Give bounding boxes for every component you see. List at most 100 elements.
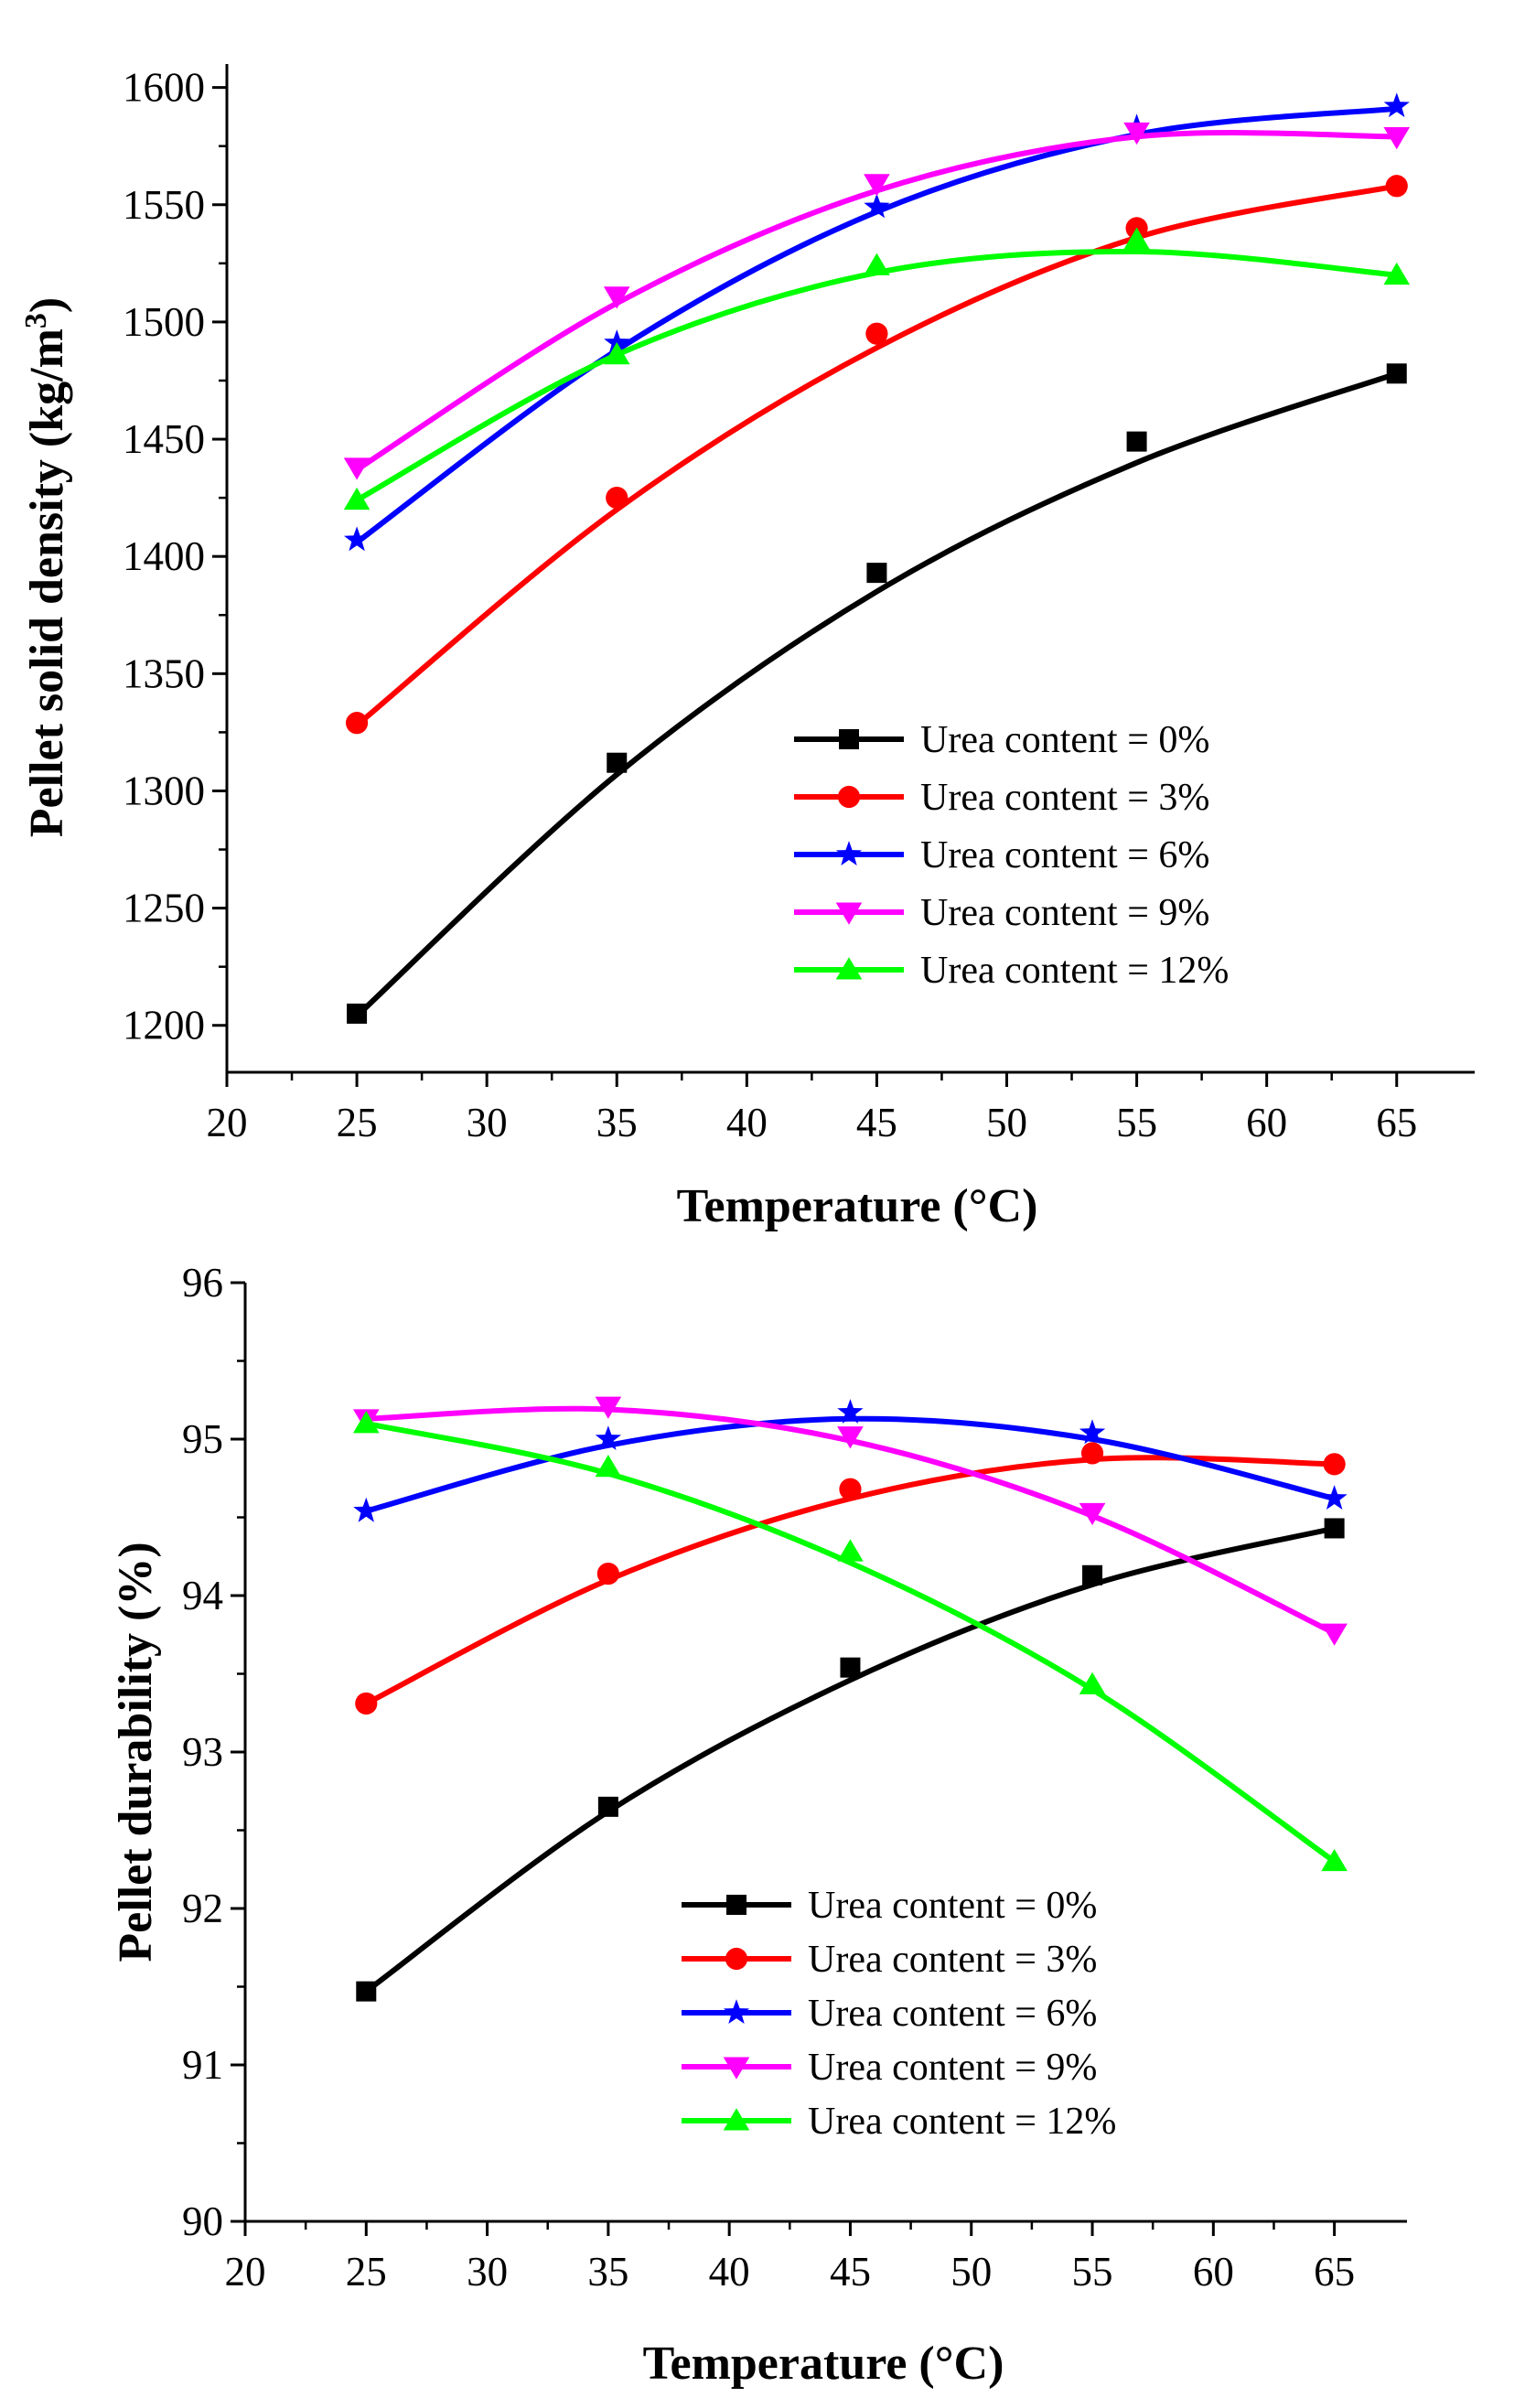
durability-legend-label: Urea content = 9%: [808, 2047, 1097, 2089]
durability-x-tick-label: 20: [225, 2249, 266, 2295]
durability-data-point: [837, 1539, 864, 1562]
density-series-line-4: [355, 248, 1398, 503]
durability-data-point: [352, 1411, 380, 1434]
durability-x-tick-label: 40: [709, 2249, 750, 2295]
density-y-tick-label: 1350: [123, 650, 205, 696]
density-legend-marker: [835, 841, 863, 865]
density-legend-item-2: Urea content = 6%: [794, 834, 1209, 876]
density-data-point: [864, 193, 890, 219]
density-y-tick-label: 1200: [123, 1003, 205, 1048]
density-y-tick-label: 1400: [123, 533, 205, 579]
density-legend-item-1: Urea content = 3%: [794, 777, 1209, 819]
durability-legend-marker: [725, 1947, 748, 1971]
durability-y-tick-label: 95: [182, 1416, 223, 1462]
density-y-tick-label: 1250: [123, 886, 205, 931]
density-x-tick-label: 35: [596, 1100, 638, 1145]
durability-legend-marker: [726, 1895, 746, 1915]
durability-data-point: [597, 1796, 618, 1817]
density-legend-marker: [835, 902, 863, 925]
density-data-point: [345, 712, 369, 735]
durability-x-tick-label: 35: [587, 2249, 628, 2295]
density-y-tick-label: 1600: [123, 65, 205, 111]
density-data-point: [603, 342, 630, 365]
durability-data-point: [595, 1425, 621, 1450]
density-series-0: [347, 363, 1407, 1024]
durability-data-point: [1321, 1848, 1348, 1872]
density-x-tick-label: 55: [1116, 1100, 1157, 1145]
density-x-tick-label: 20: [207, 1100, 248, 1145]
durability-data-point: [1324, 1518, 1345, 1539]
density-data-point: [1123, 227, 1150, 250]
density-legend-label: Urea content = 6%: [920, 834, 1209, 876]
durability-series-4: [352, 1411, 1348, 1872]
durability-data-point: [1079, 1672, 1106, 1694]
density-y-axis-title-close: ): [21, 297, 73, 313]
durability-legend-marker: [723, 1999, 750, 2024]
durability-data-point: [596, 1562, 619, 1586]
durability-legend-label: Urea content = 3%: [808, 1939, 1097, 1981]
durability-data-point: [1079, 1419, 1106, 1445]
durability-series-line-2: [365, 1415, 1336, 1514]
density-series-line-1: [355, 183, 1398, 728]
durability-y-axis-title: Pellet durability (%): [110, 1542, 162, 1962]
density-legend-label: Urea content = 0%: [920, 719, 1209, 761]
durability-series-line-0: [364, 1525, 1336, 1994]
density-y-tick-label: 1550: [123, 182, 205, 228]
density-x-tick-label: 40: [726, 1100, 768, 1145]
durability-data-point: [1080, 1442, 1104, 1465]
density-legend-marker: [839, 729, 859, 749]
durability-legend: Urea content = 0% Urea content = 3% Urea c…: [682, 1885, 1116, 2143]
density-x-tick-label: 50: [986, 1100, 1027, 1145]
durability-x-tick-label: 55: [1072, 2249, 1113, 2295]
density-series-3: [343, 122, 1411, 480]
durability-legend-label: Urea content = 0%: [808, 1885, 1097, 1927]
density-x-tick-label: 65: [1376, 1100, 1417, 1145]
density-data-point: [864, 174, 890, 197]
density-legend-item-0: Urea content = 0%: [794, 719, 1209, 761]
density-series-1: [345, 175, 1408, 735]
durability-data-point: [355, 1692, 378, 1715]
durability-legend-item-1: Urea content = 3%: [682, 1939, 1097, 1981]
density-legend-label: Urea content = 12%: [920, 950, 1229, 992]
density-data-point: [607, 752, 628, 773]
durability-y-axis-title-main: Pellet durability (%): [110, 1542, 162, 1962]
density-data-point: [1386, 363, 1407, 384]
density-series-4: [343, 227, 1411, 511]
density-data-point: [1383, 126, 1411, 150]
density-series: [343, 92, 1411, 1024]
density-data-point: [606, 487, 628, 510]
density-x-tick-label: 30: [467, 1100, 508, 1145]
density-chart: 20 25 30 35 40 45 50 55 60 65 1200 1250 1300 1350 140…: [19, 64, 1475, 1232]
density-x-tick-label: 45: [856, 1100, 897, 1145]
density-x-ticks: 20 25 30 35 40 45 50 55 60 65: [207, 1072, 1417, 1145]
density-legend-item-4: Urea content = 12%: [794, 950, 1229, 992]
durability-x-tick-label: 60: [1193, 2249, 1234, 2295]
density-legend-item-3: Urea content = 9%: [794, 892, 1209, 934]
durability-y-tick-label: 94: [182, 1573, 223, 1618]
durability-series: [352, 1396, 1348, 2002]
durability-x-tick-label: 25: [346, 2249, 387, 2295]
density-data-point: [347, 1003, 368, 1024]
durability-legend-label: Urea content = 12%: [808, 2101, 1116, 2143]
durability-legend-marker: [723, 2108, 750, 2131]
density-series-line-0: [355, 371, 1398, 1018]
durability-series-3: [352, 1396, 1348, 1646]
durability-data-point: [1082, 1564, 1103, 1586]
density-data-point: [1383, 92, 1410, 118]
durability-y-ticks: 90 91 92 93 94 95 96: [182, 1260, 245, 2244]
durability-x-tick-label: 45: [830, 2249, 871, 2295]
density-data-point: [1383, 262, 1411, 285]
durability-y-tick-label: 92: [182, 1886, 223, 1931]
density-y-tick-label: 1300: [123, 768, 205, 813]
density-data-point: [864, 253, 890, 275]
density-data-point: [344, 526, 371, 552]
durability-y-tick-label: 93: [182, 1729, 223, 1775]
density-data-point: [1123, 122, 1150, 145]
density-y-axis-title-sup: 3: [19, 313, 53, 328]
density-data-point: [604, 329, 630, 354]
density-y-tick-label: 1500: [123, 299, 205, 345]
density-legend-marker: [835, 957, 863, 980]
density-legend-label: Urea content = 3%: [920, 777, 1209, 819]
durability-series-2: [353, 1399, 1348, 1522]
